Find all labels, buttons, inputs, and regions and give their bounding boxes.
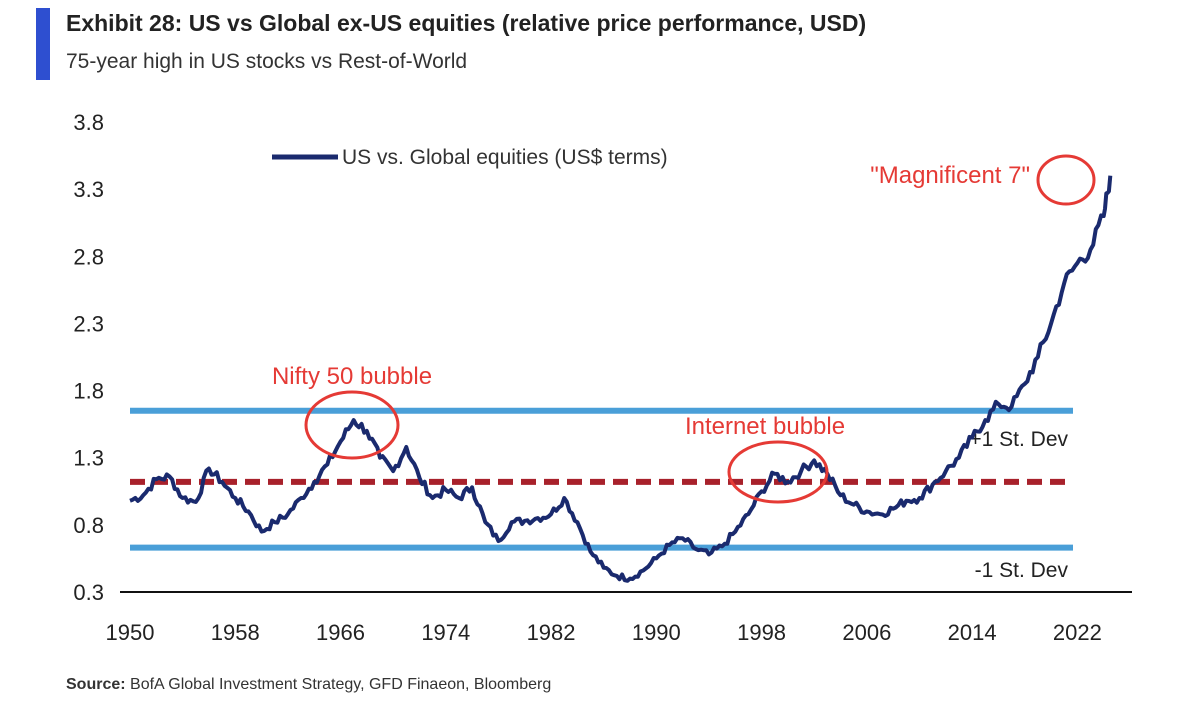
y-tick-label: 2.8 [73,244,104,269]
y-tick-label: 3.3 [73,177,104,202]
source-label: Source: [66,676,126,693]
annotation-internet-bubble: Internet bubble [685,413,845,440]
y-tick-label: 2.3 [73,311,104,336]
series-line-us-vs-global [129,175,1113,583]
y-tick-label: 3.8 [73,110,104,135]
x-tick-label: 2006 [842,620,891,645]
x-tick-label: 1966 [316,620,365,645]
annotation-circle-internet-bubble [727,440,829,504]
chart-subtitle: 75-year high in US stocks vs Rest-of-Wor… [66,50,468,73]
source-text: BofA Global Investment Strategy, GFD Fin… [130,676,552,693]
x-tick-label: 1990 [632,620,681,645]
x-tick-label: 2022 [1053,620,1102,645]
annotation-magnificent-7: "Magnificent 7" [870,162,1030,189]
y-tick-label: 1.8 [73,379,104,404]
band-label-minus-1-sd: -1 St. Dev [975,559,1069,582]
legend-label: US vs. Global equities (US$ terms) [342,146,668,169]
y-tick-label: 0.8 [73,513,104,538]
y-tick-label: 1.3 [73,446,104,471]
source-note: Source: BofA Global Investment Strategy,… [66,676,551,694]
accent-bar [36,8,50,80]
annotation-nifty-50-bubble: Nifty 50 bubble [272,363,432,390]
annotation-circle-magnificent-7 [1036,154,1096,206]
x-tick-label: 1950 [106,620,155,645]
x-tick-label: 1958 [211,620,260,645]
annotation-circle-nifty-50 [304,390,400,460]
x-tick-label: 1974 [421,620,470,645]
band-label-plus-1-sd: +1 St. Dev [969,428,1068,451]
y-tick-label: 0.3 [73,580,104,605]
x-tick-label: 1998 [737,620,786,645]
x-tick-label: 2014 [948,620,997,645]
x-tick-label: 1982 [527,620,576,645]
chart-title: Exhibit 28: US vs Global ex-US equities … [66,10,867,36]
